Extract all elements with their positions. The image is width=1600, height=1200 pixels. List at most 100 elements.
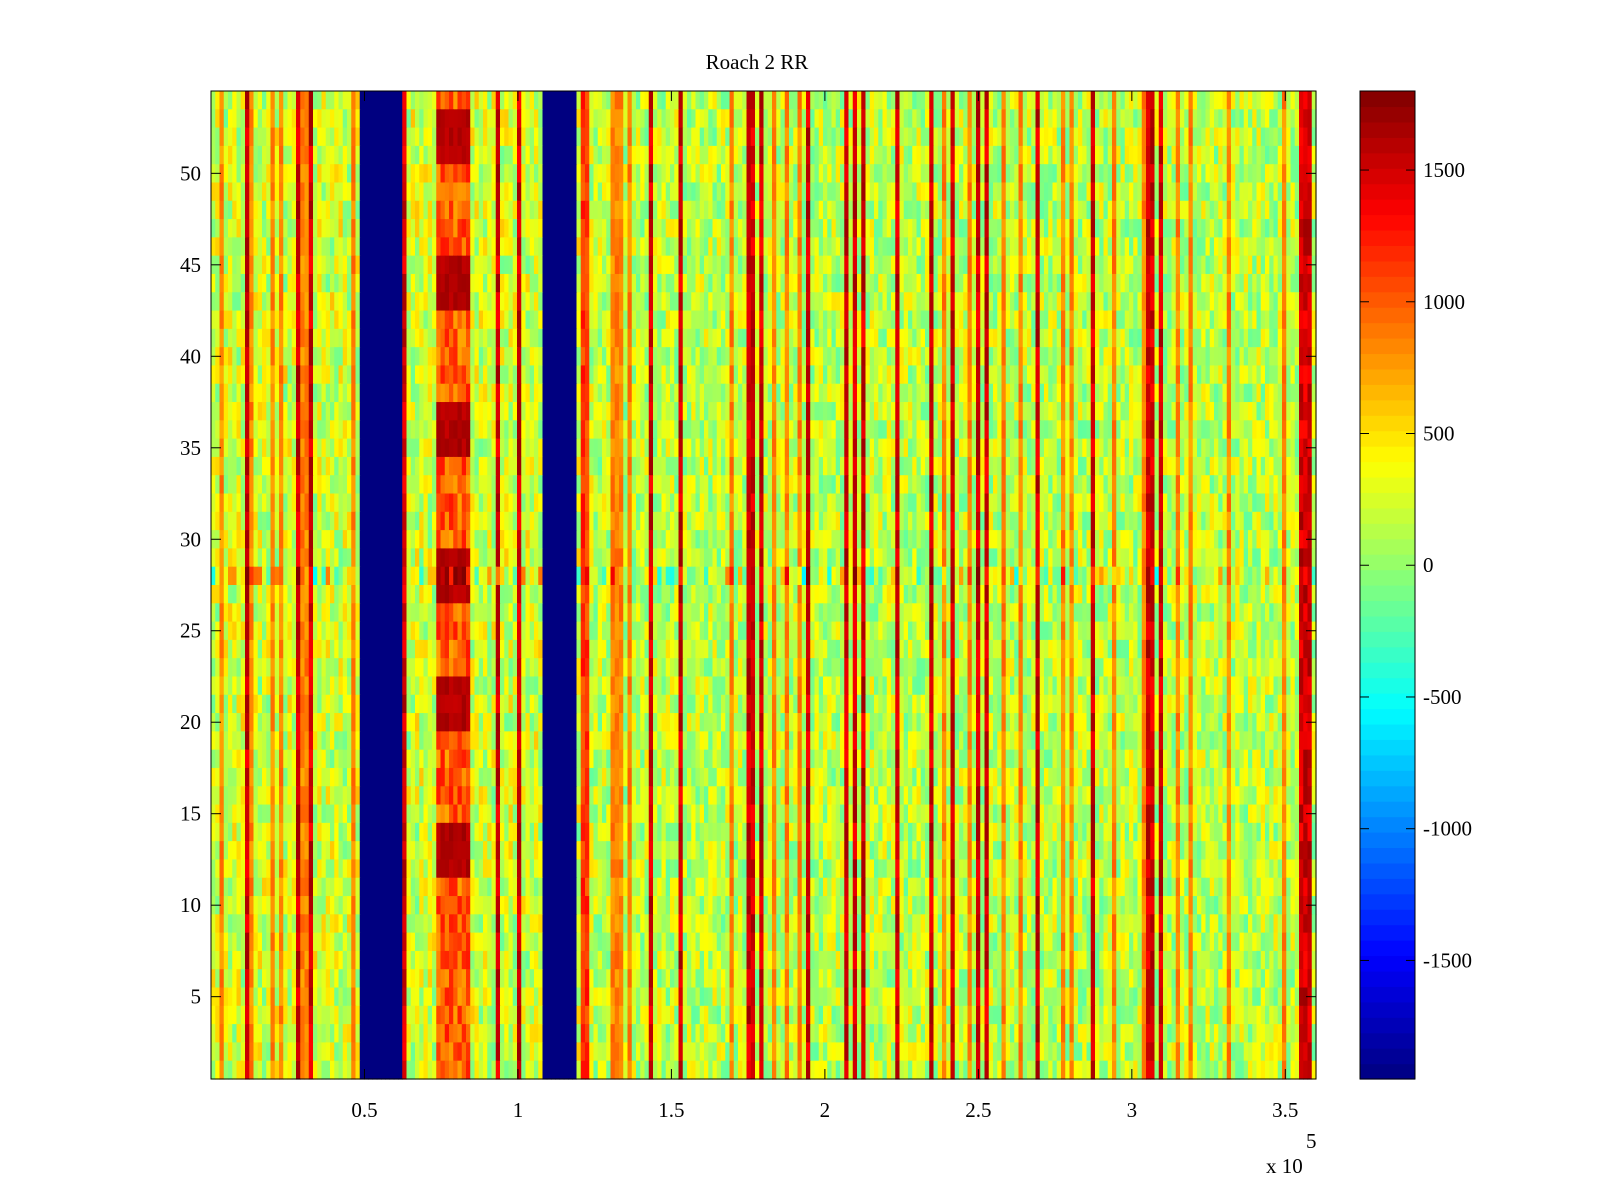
heatmap-cell: [385, 164, 391, 184]
heatmap-cell: [1209, 383, 1215, 403]
heatmap-cell: [1078, 292, 1083, 312]
heatmap-cell: [708, 292, 714, 312]
heatmap-cell: [551, 402, 556, 421]
heatmap-cell: [249, 200, 255, 220]
heatmap-cell: [393, 310, 399, 330]
heatmap-cell: [1226, 292, 1232, 312]
heatmap-cell: [954, 402, 960, 421]
heatmap-cell: [818, 219, 824, 238]
heatmap-cell: [640, 347, 646, 367]
heatmap-cell: [500, 91, 505, 110]
heatmap-cell: [1226, 109, 1232, 129]
heatmap-cell: [1184, 109, 1190, 129]
heatmap-cell: [415, 365, 420, 385]
heatmap-cell: [555, 402, 561, 421]
heatmap-cell: [954, 420, 960, 440]
heatmap-cell: [470, 237, 476, 257]
heatmap-cell: [355, 420, 361, 440]
heatmap-cell: [317, 310, 323, 330]
heatmap-cell: [321, 127, 327, 147]
heatmap-cell: [283, 328, 289, 348]
heatmap-cell: [708, 164, 714, 184]
heatmap-cell: [1231, 164, 1236, 184]
heatmap-cell: [763, 365, 769, 385]
heatmap-cell: [313, 109, 318, 129]
heatmap-cell: [738, 292, 743, 312]
heatmap-cell: [1282, 347, 1287, 367]
heatmap-cell: [908, 145, 913, 165]
heatmap-cell: [542, 328, 548, 348]
heatmap-cell: [916, 347, 922, 367]
heatmap-cell: [784, 365, 790, 385]
heatmap-cell: [1260, 91, 1266, 110]
heatmap-cell: [262, 91, 267, 110]
heatmap-cell: [1061, 420, 1066, 440]
heatmap-cell: [521, 347, 527, 367]
heatmap-cell: [1163, 402, 1168, 421]
heatmap-cell: [534, 310, 539, 330]
heatmap-cell: [296, 164, 301, 184]
heatmap-cell: [827, 164, 833, 184]
heatmap-cell: [954, 200, 960, 220]
heatmap-cell: [313, 365, 318, 385]
heatmap-cell: [844, 402, 850, 421]
heatmap-cell: [576, 145, 582, 165]
heatmap-cell: [1171, 365, 1177, 385]
heatmap-cell: [1027, 255, 1032, 275]
heatmap-cell: [474, 91, 480, 110]
heatmap-cell: [342, 219, 348, 238]
heatmap-cell: [1286, 402, 1292, 421]
heatmap-cell: [1124, 402, 1130, 421]
heatmap-cell: [903, 347, 909, 367]
heatmap-cell: [967, 255, 973, 275]
heatmap-cell: [393, 200, 399, 220]
heatmap-cell: [733, 310, 739, 330]
heatmap-cell: [750, 164, 756, 184]
heatmap-cell: [1078, 182, 1083, 202]
heatmap-cell: [474, 127, 480, 147]
heatmap-cell: [661, 310, 667, 330]
heatmap-cell: [971, 383, 977, 403]
heatmap-cell: [988, 420, 994, 440]
heatmap-cell: [1035, 328, 1041, 348]
heatmap-cell: [1311, 237, 1317, 257]
heatmap-cell: [342, 347, 348, 367]
heatmap-cell: [1103, 255, 1109, 275]
heatmap-cell: [304, 383, 310, 403]
heatmap-cell: [682, 182, 688, 202]
heatmap-cell: [1103, 402, 1109, 421]
heatmap-cell: [568, 237, 573, 257]
heatmap-cell: [818, 383, 824, 403]
heatmap-cell: [1214, 310, 1219, 330]
heatmap-cell: [338, 347, 344, 367]
heatmap-cell: [219, 310, 225, 330]
heatmap-cell: [670, 255, 675, 275]
heatmap-cell: [1248, 255, 1253, 275]
heatmap-cell: [797, 402, 803, 421]
heatmap-cell: [1146, 383, 1151, 403]
heatmap-cell: [610, 310, 616, 330]
heatmap-cell: [1010, 365, 1015, 385]
heatmap-cell: [296, 145, 301, 165]
heatmap-cell: [427, 383, 433, 403]
heatmap-cell: [1001, 182, 1007, 202]
heatmap-cell: [512, 255, 518, 275]
heatmap-cell: [636, 402, 641, 421]
heatmap-cell: [347, 145, 352, 165]
heatmap-cell: [682, 365, 688, 385]
heatmap-cell: [763, 237, 769, 257]
heatmap-cell: [453, 328, 459, 348]
heatmap-cell: [610, 383, 616, 403]
heatmap-cell: [1086, 328, 1092, 348]
heatmap-cell: [1001, 255, 1007, 275]
heatmap-cell: [827, 310, 833, 330]
heatmap-cell: [1167, 237, 1173, 257]
heatmap-cell: [240, 347, 246, 367]
heatmap-cell: [878, 237, 884, 257]
heatmap-cell: [534, 127, 539, 147]
heatmap-cell: [1154, 347, 1160, 367]
heatmap-cell: [223, 237, 229, 257]
heatmap-cell: [925, 200, 930, 220]
heatmap-cell: [1099, 164, 1105, 184]
heatmap-cell: [946, 328, 952, 348]
